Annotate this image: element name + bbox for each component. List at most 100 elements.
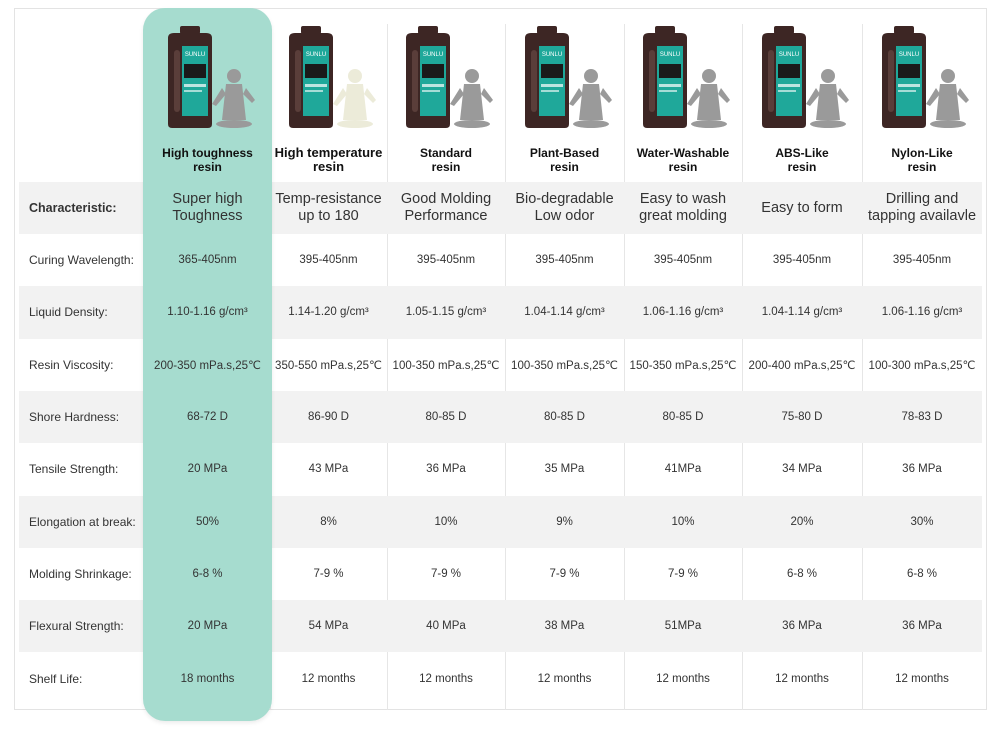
printed-figure-icon	[926, 69, 969, 128]
characteristic-value: Super high Toughness	[172, 191, 243, 224]
printed-figure-icon	[568, 69, 612, 128]
product-name: Standard resin	[419, 146, 472, 174]
table-cell: 78-83 D	[901, 411, 943, 424]
table-cell: 36 MPa	[782, 620, 822, 633]
table-cell: 80-85 D	[662, 411, 704, 424]
table-cell: 6-8 %	[192, 567, 223, 580]
bottle-brand-label: SUNLU	[305, 52, 325, 58]
table-cell: 365-405nm	[178, 254, 237, 267]
characteristic-label: Characteristic:	[29, 201, 117, 215]
characteristic-value: Easy to form	[761, 199, 843, 216]
table-cell: 43 MPa	[308, 463, 349, 476]
table-cell: 51MPa	[664, 620, 702, 633]
resin-bottle-icon	[643, 26, 687, 128]
table-cell: 36 MPa	[426, 463, 466, 476]
row-label: Liquid Density:	[29, 305, 108, 320]
product-name: Nylon-Like resin	[891, 146, 953, 174]
column-divider	[624, 24, 625, 710]
table-cell: 1.14-1.20 g/cm³	[288, 306, 369, 319]
product-image: SUNLU	[406, 26, 493, 128]
table-cell: 350-550 mPa.s,25℃	[275, 359, 382, 372]
table-cell: 200-400 mPa.s,25℃	[748, 359, 856, 372]
table-cell: 36 MPa	[902, 620, 942, 633]
table-cell: 40 MPa	[426, 620, 466, 633]
table-cell: 150-350 mPa.s,25℃	[629, 359, 737, 372]
table-cell: 7-9 %	[667, 567, 699, 580]
row-label: Shelf Life:	[29, 671, 83, 686]
table-cell: 20 MPa	[187, 620, 228, 633]
table-cell: 12 months	[419, 672, 473, 685]
product-name: Plant-Based resin	[529, 146, 600, 174]
product-name: High toughness resin	[162, 146, 253, 174]
printed-figure-icon	[687, 69, 730, 128]
table-cell: 41MPa	[664, 463, 702, 476]
table-cell: 10%	[671, 515, 695, 528]
table-cell: 50%	[195, 515, 220, 528]
table-cell: 36 MPa	[902, 463, 942, 476]
resin-bottle-icon	[524, 26, 569, 128]
product-image: SUNLU	[524, 26, 612, 128]
table-cell: 68-72 D	[187, 411, 228, 424]
characteristic-value: Easy to wash great molding	[639, 191, 727, 224]
product-image: SUNLU	[167, 26, 255, 128]
printed-figure-icon	[332, 69, 376, 128]
product-name: Water-Washable resin	[636, 146, 730, 174]
column-divider	[387, 24, 388, 710]
column-divider	[505, 24, 506, 710]
row-label: Flexural Strength:	[29, 619, 124, 634]
table-cell: 395-405nm	[772, 254, 832, 267]
table-cell: 12 months	[656, 672, 710, 685]
product-image: SUNLU	[643, 26, 730, 128]
table-cell: 395-405nm	[416, 254, 476, 267]
bottle-brand-label: SUNLU	[184, 52, 204, 58]
table-cell: 7-9 %	[430, 567, 462, 580]
product-image: SUNLU	[882, 26, 969, 128]
bottle-brand-label: SUNLU	[660, 52, 680, 58]
table-cell: 35 MPa	[544, 463, 585, 476]
table-cell: 30%	[910, 515, 934, 528]
table-cell: 75-80 D	[781, 411, 823, 424]
table-cell: 80-85 D	[544, 411, 585, 424]
bottle-brand-label: SUNLU	[899, 52, 919, 58]
table-cell: 200-350 mPa.s,25℃	[154, 359, 261, 372]
table-cell: 20%	[790, 515, 814, 528]
row-label: Curing Wavelength:	[29, 253, 134, 268]
table-cell: 7-9 %	[313, 567, 344, 580]
printed-figure-icon	[211, 69, 255, 128]
resin-bottle-icon	[882, 26, 926, 128]
table-cell: 6-8 %	[906, 567, 938, 580]
table-cell: 6-8 %	[786, 567, 818, 580]
table-cell: 100-350 mPa.s,25℃	[392, 359, 500, 372]
table-cell: 9%	[556, 515, 573, 528]
table-cell: 395-405nm	[535, 254, 594, 267]
resin-bottle-icon	[288, 26, 333, 128]
table-cell: 38 MPa	[544, 620, 585, 633]
table-cell: 395-405nm	[299, 254, 358, 267]
table-frame	[14, 8, 987, 710]
table-cell: 1.04-1.14 g/cm³	[761, 306, 843, 319]
table-cell: 86-90 D	[308, 411, 349, 424]
characteristic-value: Drilling and tapping availavle	[867, 191, 977, 224]
table-cell: 395-405nm	[892, 254, 952, 267]
table-cell: 12 months	[537, 672, 592, 685]
table-cell: 100-300 mPa.s,25℃	[868, 359, 976, 372]
printed-figure-icon	[806, 69, 849, 128]
table-cell: 80-85 D	[425, 411, 467, 424]
printed-figure-icon	[450, 69, 493, 128]
product-name: ABS-Like resin	[775, 146, 829, 174]
bottle-brand-label: SUNLU	[779, 52, 799, 58]
bottle-brand-label: SUNLU	[423, 52, 443, 58]
bottle-brand-label: SUNLU	[541, 52, 561, 58]
characteristic-value: Good Molding Performance	[400, 191, 492, 224]
table-cell: 7-9 %	[549, 567, 580, 580]
table-cell: 54 MPa	[308, 620, 349, 633]
table-cell: 1.04-1.14 g/cm³	[524, 306, 605, 319]
column-divider	[862, 24, 863, 710]
table-cell: 8%	[320, 515, 337, 528]
table-cell: 395-405nm	[653, 254, 713, 267]
characteristic-value: Bio-degradable Low odor	[515, 191, 614, 224]
product-name: High temperature resin	[274, 145, 383, 174]
product-image: SUNLU	[288, 26, 376, 128]
product-image: SUNLU	[762, 26, 849, 128]
